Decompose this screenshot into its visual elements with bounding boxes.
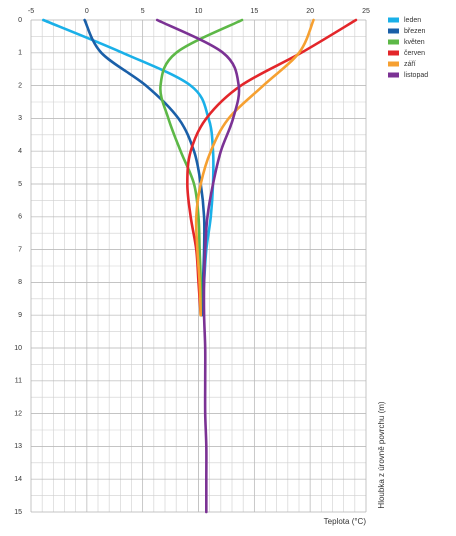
legend-swatch [388,50,399,56]
y-tick-label: 10 [14,345,22,352]
legend-swatch [388,28,399,34]
y-tick-label: 4 [18,148,22,155]
line [155,18,241,514]
y-tick-label: 8 [18,279,22,286]
x-tick-label: 15 [250,8,258,15]
x-tick-label: -5 [28,8,34,15]
y-tick-label: 3 [18,115,22,122]
line [194,18,315,317]
legend-swatch [388,17,399,23]
y-tick-label: 12 [14,410,22,417]
y-tick-label: 1 [18,50,22,57]
grid [30,19,367,513]
y-tick-label: 7 [18,246,22,253]
legend-swatch [388,72,399,78]
y-tick-label: 2 [18,82,22,89]
legend-label: listopad [404,72,428,79]
legend-swatch [388,39,399,45]
legend-label: květen [404,39,425,46]
legend-label: leden [404,17,421,24]
legend-label: březen [404,28,426,35]
legend-label: září [404,61,416,68]
legend-swatch [388,61,399,67]
y-tick-label: 5 [18,181,22,188]
x-axis-label: Teplota (°C) [324,517,367,526]
y-tick-label: 13 [14,443,22,450]
x-tick-label: 20 [306,8,314,15]
x-tick-label: 5 [141,8,145,15]
y-tick-label: 6 [18,214,22,221]
x-tick-label: 0 [85,8,89,15]
y-tick-label: 11 [15,378,22,385]
y-tick-label: 9 [18,312,22,319]
x-tick-label: 25 [362,8,370,15]
y-axis-label: Hloubka z úrovně povrchu (m) [377,401,386,508]
y-tick-label: 0 [18,17,22,24]
legend-label: červen [404,50,425,57]
y-tick-label: 14 [14,476,22,483]
y-tick-label: 15 [14,509,22,516]
x-tick-label: 10 [195,8,203,15]
